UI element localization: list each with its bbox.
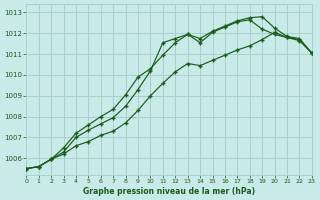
X-axis label: Graphe pression niveau de la mer (hPa): Graphe pression niveau de la mer (hPa) bbox=[83, 187, 255, 196]
